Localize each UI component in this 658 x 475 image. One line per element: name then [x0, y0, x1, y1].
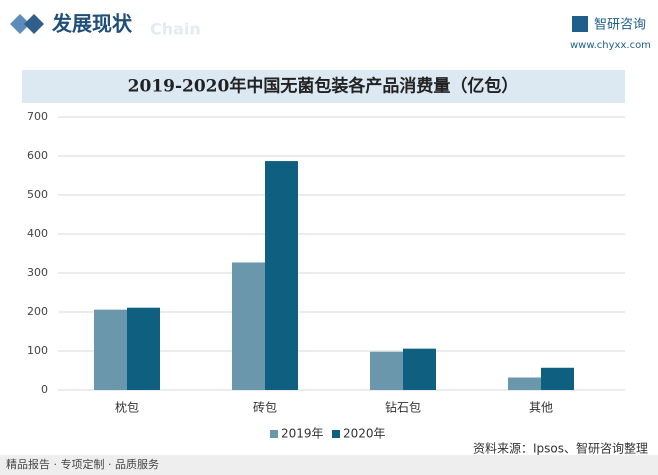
- bar: [403, 348, 436, 390]
- bar: [127, 307, 160, 390]
- title-box: [22, 70, 625, 103]
- header-watermark: Chain: [150, 20, 201, 39]
- bar: [370, 351, 403, 390]
- bar: [541, 367, 574, 390]
- x-tick-label: 枕包: [115, 400, 139, 415]
- chart-title: 2019-2020年中国无菌包装各产品消费量（亿包）: [128, 76, 519, 97]
- header-icon: [10, 14, 30, 34]
- y-tick-label: 500: [27, 188, 48, 201]
- y-tick-label: 100: [27, 344, 48, 357]
- y-tick-label: 400: [27, 227, 48, 240]
- bar: [94, 309, 127, 390]
- brand-name: 智研咨询: [594, 18, 646, 33]
- footer-slogan: 精品报告 · 专项定制 · 品质服务: [6, 457, 159, 471]
- source-note: 资料来源：Ipsos、智研咨询整理: [473, 441, 648, 456]
- y-tick-label: 600: [27, 149, 48, 162]
- brand-logo: [572, 16, 588, 32]
- x-tick-label: 其他: [529, 401, 553, 415]
- legend-label: 2020年: [343, 427, 386, 441]
- legend-swatch: [332, 430, 340, 438]
- legend-label: 2019年: [281, 427, 324, 441]
- x-tick-label: 砖包: [253, 400, 277, 415]
- y-tick-label: 200: [27, 305, 48, 318]
- x-tick-label: 钻石包: [385, 400, 421, 415]
- legend-swatch: [270, 430, 278, 438]
- bar: [508, 377, 541, 390]
- bar: [232, 262, 265, 390]
- y-tick-label: 300: [27, 266, 48, 279]
- footer-bar: [0, 455, 658, 475]
- header-icon: [24, 14, 44, 34]
- bar: [265, 161, 298, 390]
- header-title: 发展现状: [51, 12, 133, 36]
- brand-site: www.chyxx.com: [570, 40, 651, 51]
- y-tick-label: 0: [41, 383, 48, 396]
- plot: 0 100 200 300 400 500 600 700 枕包 砖包 钻石包 其他 2019年 2020…: [27, 110, 625, 441]
- y-tick-label: 700: [27, 110, 48, 123]
